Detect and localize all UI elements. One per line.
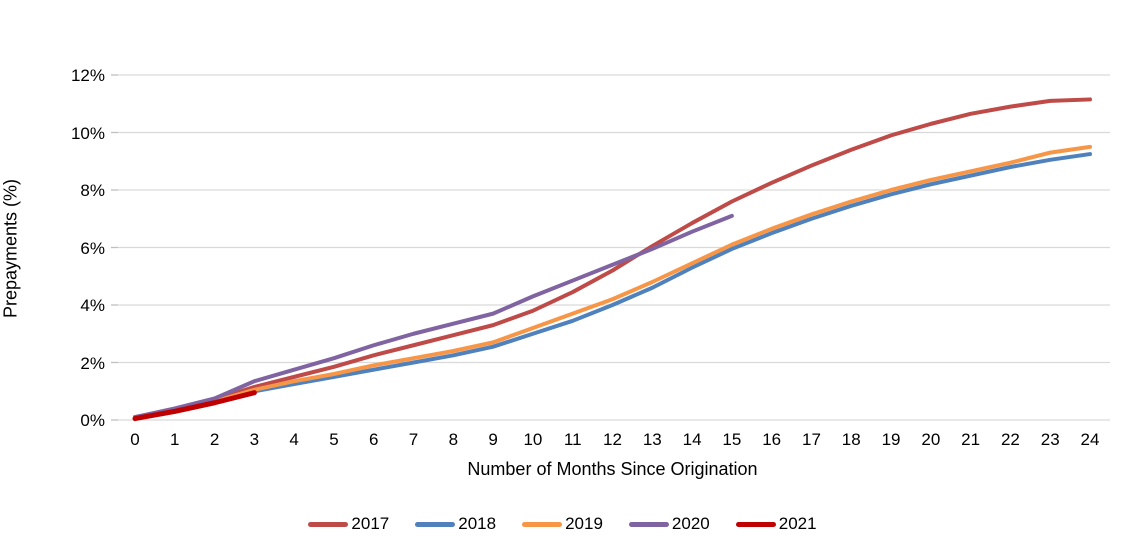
x-tick-label: 1 xyxy=(170,430,180,449)
series-line-2018 xyxy=(133,152,1093,420)
legend-item-2020: 2020 xyxy=(628,514,710,534)
x-tick-label: 5 xyxy=(329,430,339,449)
x-tick-label: 12 xyxy=(603,430,622,449)
x-tick-label: 20 xyxy=(921,430,941,449)
series-line-2019 xyxy=(133,144,1093,420)
legend-swatch-2021 xyxy=(735,521,776,527)
x-tick-label: 21 xyxy=(961,430,981,449)
y-tick-label: 0% xyxy=(80,411,105,430)
x-tick-label: 24 xyxy=(1080,430,1100,449)
series-line-2021 xyxy=(132,390,257,422)
legend-swatch-2017 xyxy=(308,521,349,527)
x-tick-label: 19 xyxy=(881,430,901,449)
y-tick-label: 6% xyxy=(80,238,105,258)
y-tick-label: 10% xyxy=(70,123,105,143)
legend-item-2019: 2019 xyxy=(522,514,603,534)
legend-label-2020: 2020 xyxy=(671,514,710,533)
x-tick-label: 8 xyxy=(448,430,459,449)
legend-item-2018: 2018 xyxy=(415,514,496,534)
legend-item-2021: 2021 xyxy=(735,514,817,534)
x-tick-label: 7 xyxy=(408,430,419,449)
legend-swatch-2019 xyxy=(522,521,563,527)
x-tick-label: 16 xyxy=(762,430,782,449)
legend-swatch-2018 xyxy=(415,521,456,527)
series-line-2020 xyxy=(133,213,734,420)
y-tick-label: 8% xyxy=(80,181,105,200)
x-tick-label: 6 xyxy=(369,430,379,449)
legend-item-2017: 2017 xyxy=(308,514,389,534)
x-tick-label: 10 xyxy=(523,430,543,449)
x-tick-label: 11 xyxy=(563,430,582,449)
x-tick-label: 13 xyxy=(642,430,662,449)
x-tick-label: 18 xyxy=(841,430,861,449)
series-line-2017 xyxy=(133,97,1093,420)
legend-swatch-2020 xyxy=(628,521,669,527)
x-tick-label: 0 xyxy=(130,430,140,449)
x-tick-label: 4 xyxy=(289,430,299,449)
y-tick-label: 12% xyxy=(70,66,105,85)
legend-label-2018: 2018 xyxy=(458,514,497,533)
x-tick-label: 14 xyxy=(682,430,702,449)
y-tick-label: 4% xyxy=(80,296,105,315)
x-tick-label: 9 xyxy=(488,430,498,449)
x-tick-label: 2 xyxy=(209,430,220,449)
legend-label-2017: 2017 xyxy=(351,514,390,533)
x-tick-label: 15 xyxy=(722,430,742,449)
y-axis-title: Prepayments (%) xyxy=(0,178,21,319)
x-tick-label: 3 xyxy=(249,430,260,449)
y-tick-label: 2% xyxy=(80,353,105,373)
legend-label-2021: 2021 xyxy=(778,514,817,533)
legend-label-2019: 2019 xyxy=(565,514,603,533)
legend: 2017 2018 2019 2020 2021 xyxy=(0,514,1125,534)
x-tick-label: 22 xyxy=(1000,430,1020,449)
x-axis-title: Number of Months Since Origination xyxy=(467,459,758,479)
x-tick-label: 17 xyxy=(801,430,821,449)
x-tick-label: 23 xyxy=(1040,430,1060,449)
